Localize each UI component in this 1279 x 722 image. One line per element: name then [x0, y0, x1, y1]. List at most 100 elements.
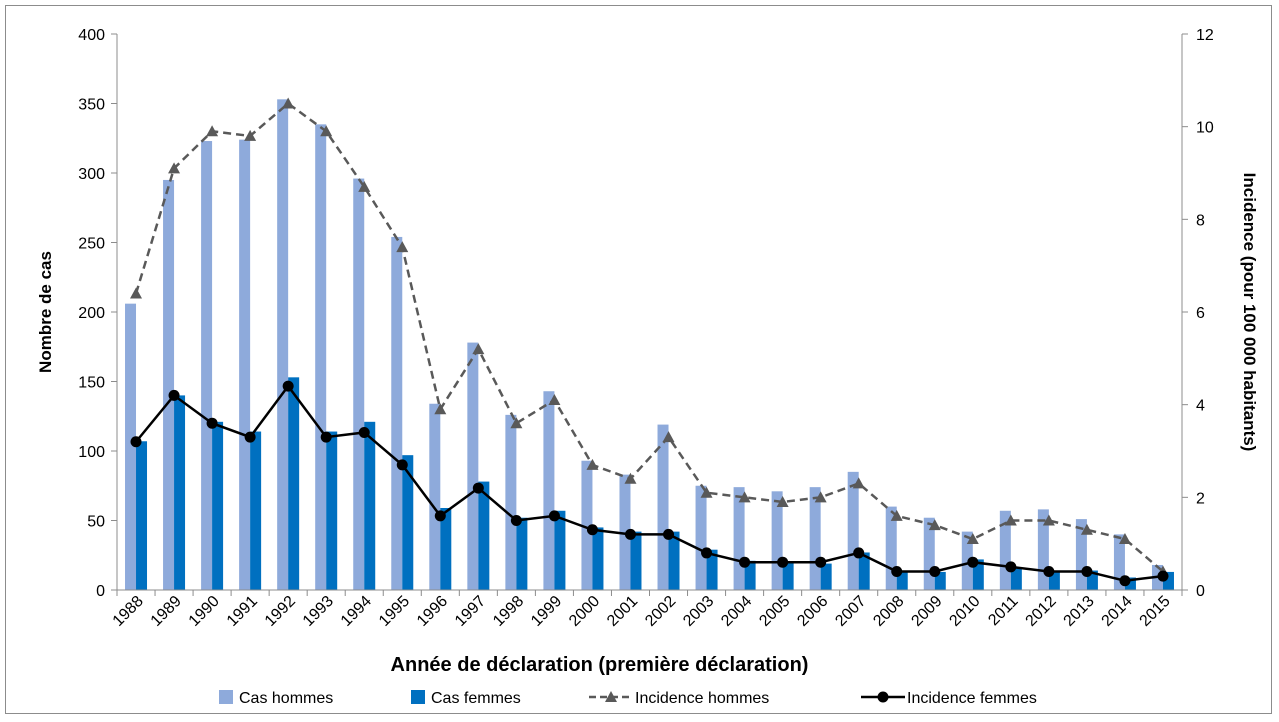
point-incidence-hommes-2011 — [1004, 514, 1017, 526]
legend-cas-femmes-swatch — [411, 690, 425, 704]
point-incidence-femmes-1990 — [206, 417, 218, 429]
point-incidence-hommes-1992 — [282, 97, 295, 109]
point-incidence-femmes-2008 — [891, 565, 903, 577]
point-incidence-femmes-1995 — [396, 459, 408, 471]
point-incidence-femmes-1997 — [472, 482, 484, 494]
bar-cas-hommes-2002 — [657, 424, 669, 590]
y-tick-label: 300 — [78, 166, 105, 183]
point-incidence-femmes-2005 — [777, 556, 789, 568]
point-incidence-hommes-1997 — [472, 343, 485, 355]
x-tick-label: 1999 — [528, 593, 565, 630]
point-incidence-femmes-2014 — [1119, 575, 1131, 587]
point-incidence-hommes-2001 — [624, 472, 637, 484]
bar-cas-hommes-2010 — [961, 531, 973, 590]
point-incidence-femmes-2000 — [586, 524, 598, 536]
point-incidence-femmes-2013 — [1081, 565, 1093, 577]
bar-cas-femmes-1991 — [250, 431, 262, 590]
bar-cas-femmes-1997 — [478, 481, 490, 590]
point-incidence-femmes-2003 — [701, 547, 713, 559]
y-tick-label: 350 — [78, 97, 105, 114]
point-incidence-hommes-1989 — [168, 162, 181, 174]
legend-incidence-hommes-marker — [605, 691, 617, 702]
point-incidence-hommes-2002 — [662, 431, 675, 443]
bar-cas-hommes-2008 — [885, 506, 897, 590]
y-tick-label: 50 — [87, 514, 105, 531]
legend-cas-hommes-swatch — [219, 690, 233, 704]
point-incidence-hommes-1991 — [244, 129, 257, 141]
point-incidence-femmes-1994 — [358, 426, 370, 438]
x-tick-label: 2010 — [946, 593, 983, 630]
x-tick-label: 1990 — [186, 593, 223, 630]
bar-cas-hommes-1995 — [391, 236, 403, 590]
bar-cas-hommes-2007 — [847, 471, 859, 590]
chart: 0 50 100 150 200 250 300 350 400 0 2 4 6 8 10 12 1988 198… — [36, 27, 1259, 707]
x-tick-label: 2001 — [604, 593, 641, 630]
bar-cas-hommes-1997 — [467, 342, 479, 590]
x-tick-label: 1998 — [490, 593, 527, 630]
point-incidence-femmes-2009 — [929, 565, 941, 577]
legend-incidence-femmes-marker — [877, 691, 889, 703]
line-incidence-femmes — [135, 384, 1164, 583]
legend-incidence-hommes: Incidence hommes — [589, 690, 769, 707]
line-incidence-hommes — [134, 101, 1164, 573]
bar-cas-hommes-1999 — [543, 391, 555, 590]
bar-cas-femmes-2014 — [1124, 577, 1136, 590]
legend-incidence-hommes-label: Incidence hommes — [635, 690, 769, 707]
point-incidence-hommes-2004 — [738, 491, 751, 503]
bar-cas-femmes-2002 — [668, 531, 680, 590]
bar-cas-hommes-1990 — [201, 141, 213, 590]
legend-cas-femmes: Cas femmes — [411, 690, 521, 707]
x-tick-label: 2000 — [566, 593, 603, 630]
y-tick-label: 250 — [78, 236, 105, 253]
lines-layer — [130, 97, 1169, 587]
x-tick-label: 2013 — [1061, 593, 1098, 630]
x-tick-label: 2011 — [985, 593, 1021, 629]
bar-cas-hommes-2000 — [581, 460, 593, 590]
bar-cas-femmes-2000 — [592, 527, 604, 590]
bar-cas-femmes-2004 — [744, 560, 756, 590]
x-tick-label: 2012 — [1023, 593, 1060, 630]
bar-cas-hommes-1992 — [277, 99, 289, 590]
x-tick-label: 1992 — [262, 593, 299, 630]
y2-tick-label: 10 — [1196, 120, 1214, 137]
x-tick-label: 1991 — [224, 593, 261, 630]
point-incidence-hommes-2003 — [700, 486, 713, 498]
y-tick-label: 400 — [78, 27, 105, 44]
chart-frame: 0 50 100 150 200 250 300 350 400 0 2 4 6 8 10 12 1988 198… — [5, 5, 1272, 714]
bar-cas-hommes-2006 — [809, 487, 821, 590]
y2-tick-label: 4 — [1196, 398, 1205, 415]
y-tick-label: 100 — [78, 444, 105, 461]
point-incidence-hommes-2012 — [1042, 514, 1055, 526]
x-tick-label: 1993 — [300, 593, 337, 630]
bar-cas-femmes-2006 — [820, 563, 832, 590]
point-incidence-femmes-1998 — [510, 515, 522, 526]
x-tick-label: 2014 — [1099, 593, 1136, 630]
bar-cas-femmes-2009 — [934, 571, 946, 590]
bar-cas-hommes-2013 — [1075, 519, 1087, 590]
point-incidence-femmes-2010 — [967, 556, 979, 568]
bar-cas-femmes-2013 — [1086, 570, 1098, 590]
x-tick-label: 2004 — [718, 593, 755, 630]
point-incidence-femmes-1991 — [244, 431, 256, 443]
bar-cas-hommes-2001 — [619, 474, 631, 590]
bar-cas-hommes-1991 — [239, 139, 251, 590]
bar-cas-femmes-2003 — [706, 549, 718, 590]
legend-cas-hommes-label: Cas hommes — [239, 690, 333, 707]
bar-cas-femmes-2010 — [972, 559, 984, 590]
bar-cas-femmes-1999 — [554, 510, 566, 590]
bar-cas-femmes-1988 — [136, 441, 148, 590]
bar-cas-femmes-2008 — [896, 570, 908, 590]
point-incidence-hommes-1990 — [206, 125, 219, 137]
point-incidence-hommes-2006 — [814, 491, 827, 503]
point-incidence-hommes-1999 — [548, 394, 561, 406]
bar-cas-femmes-1992 — [288, 377, 300, 590]
point-incidence-femmes-1989 — [168, 389, 180, 401]
x-tick-label: 2005 — [756, 593, 793, 630]
bar-cas-hommes-2009 — [923, 517, 935, 590]
point-incidence-femmes-2006 — [815, 556, 827, 568]
bar-cas-femmes-2005 — [782, 562, 794, 590]
x-tick-label: 2006 — [794, 593, 831, 630]
y2-tick-label: 0 — [1196, 583, 1205, 600]
legend-cas-hommes: Cas hommes — [219, 690, 333, 707]
x-tick-label: 1989 — [148, 593, 185, 630]
